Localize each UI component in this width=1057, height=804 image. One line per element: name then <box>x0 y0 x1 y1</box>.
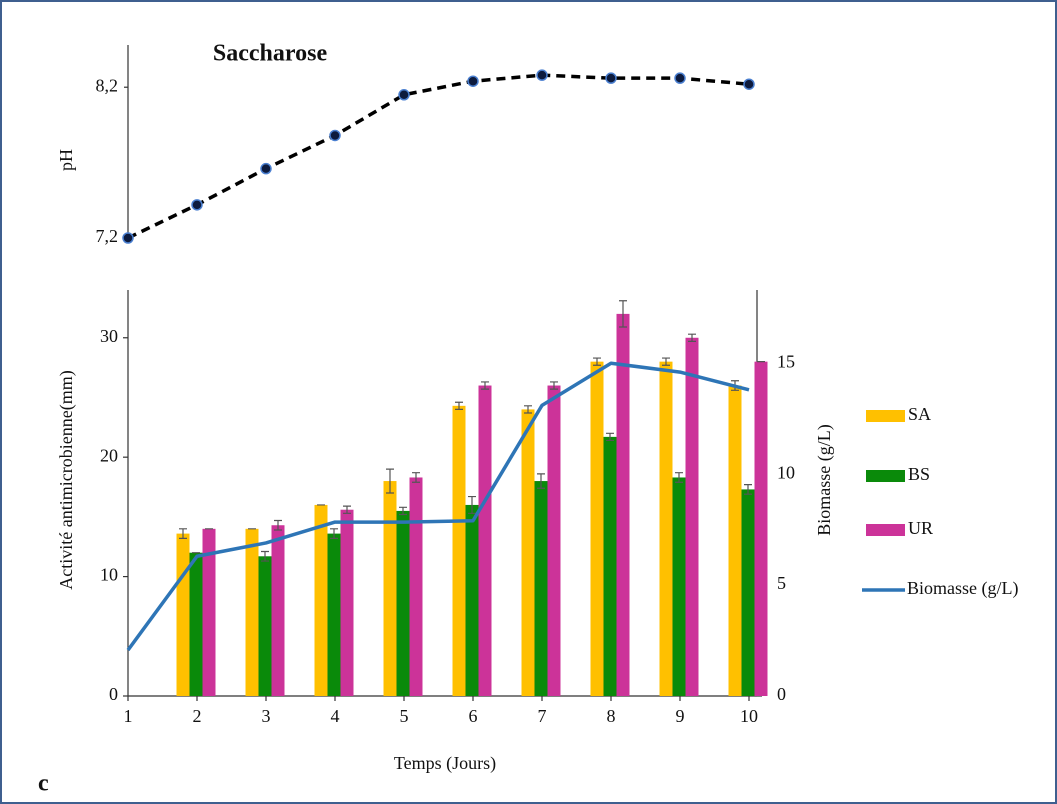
error-bar <box>593 357 601 366</box>
bar <box>383 481 397 696</box>
error-bar <box>524 405 532 414</box>
error-bar <box>481 381 489 390</box>
legend-swatch <box>866 410 905 422</box>
error-bar <box>537 473 545 489</box>
bar <box>741 489 755 696</box>
bar <box>258 556 272 696</box>
bar <box>590 361 604 696</box>
error-bar <box>675 472 683 483</box>
y-tick-label: 10 <box>100 565 118 585</box>
x-tick-label: 10 <box>740 706 758 726</box>
legend-swatch <box>866 470 905 482</box>
error-bar <box>455 401 463 411</box>
y2-tick-label: 15 <box>777 351 795 371</box>
error-bar <box>550 381 558 390</box>
error-bar <box>606 432 614 442</box>
ph-point <box>536 69 548 81</box>
error-bar <box>662 357 670 366</box>
bar <box>176 533 190 696</box>
y2-tick-label: 5 <box>777 573 786 593</box>
bar <box>452 405 466 696</box>
bar <box>327 533 341 696</box>
y2-tick-label: 0 <box>777 684 786 704</box>
legend-label: Biomasse (g/L) <box>907 578 1018 599</box>
y-tick-label: 0 <box>109 684 118 704</box>
error-bar <box>468 495 476 514</box>
ph-line <box>127 73 750 240</box>
error-bar <box>386 468 394 494</box>
ph-point <box>122 232 134 244</box>
legend-label: UR <box>908 518 933 538</box>
x-axis-label: Temps (Jours) <box>394 753 496 774</box>
biomass-line <box>126 361 750 652</box>
legend-label: BS <box>908 464 930 484</box>
bar <box>754 361 768 696</box>
error-bar <box>688 333 696 342</box>
legend-label: SA <box>908 404 931 424</box>
x-tick-label: 9 <box>676 706 685 726</box>
bar <box>547 385 561 696</box>
y-tick-label: 20 <box>100 445 118 465</box>
legend-swatch <box>866 524 905 536</box>
error-bar <box>179 528 187 539</box>
error-bar <box>744 484 752 495</box>
y-axis-label: Activité antimicrobienne(mm) <box>56 370 77 589</box>
ph-point <box>260 162 272 175</box>
error-bar <box>330 528 338 539</box>
x-tick-label: 2 <box>193 706 202 726</box>
error-bar <box>619 300 627 328</box>
bar <box>534 481 548 696</box>
ph-point <box>467 75 479 87</box>
bar <box>478 385 492 696</box>
bar <box>202 528 216 696</box>
ph-point <box>329 129 341 142</box>
ph-point <box>191 199 203 211</box>
x-tick-label: 7 <box>538 706 547 726</box>
y-axis-label: pH <box>56 149 76 171</box>
bar <box>396 510 410 696</box>
error-bar <box>261 550 269 562</box>
bar <box>728 385 742 696</box>
panel-letter: c <box>38 771 49 797</box>
y-tick-label: 7,2 <box>96 226 119 246</box>
x-tick-label: 8 <box>607 706 616 726</box>
bar <box>314 504 328 696</box>
y2-axis-label: Biomasse (g/L) <box>814 424 835 535</box>
y-tick-label: 30 <box>100 326 118 346</box>
y2-tick-label: 10 <box>777 462 795 482</box>
bar <box>659 361 673 696</box>
bar <box>409 477 423 696</box>
x-tick-label: 1 <box>124 706 133 726</box>
error-bar <box>343 505 351 514</box>
chart-title: Saccharose <box>213 41 328 67</box>
y-tick-label: 8,2 <box>96 75 119 95</box>
ph-point <box>605 72 617 84</box>
bar <box>616 313 630 696</box>
bar <box>685 337 699 696</box>
error-bar <box>412 472 420 483</box>
bar <box>189 552 203 696</box>
x-tick-label: 5 <box>400 706 409 726</box>
error-bar <box>274 519 282 531</box>
x-tick-label: 3 <box>262 706 271 726</box>
ph-point <box>398 89 410 101</box>
ph-point <box>674 72 686 84</box>
error-bar <box>399 506 407 516</box>
bar <box>603 436 617 696</box>
bar <box>271 525 285 696</box>
bar <box>672 477 686 696</box>
x-tick-label: 4 <box>331 706 340 726</box>
ph-point <box>743 78 755 90</box>
bar <box>465 504 479 696</box>
bar <box>245 528 259 696</box>
bar <box>340 509 354 696</box>
x-tick-label: 6 <box>469 706 478 726</box>
bar <box>521 409 535 696</box>
